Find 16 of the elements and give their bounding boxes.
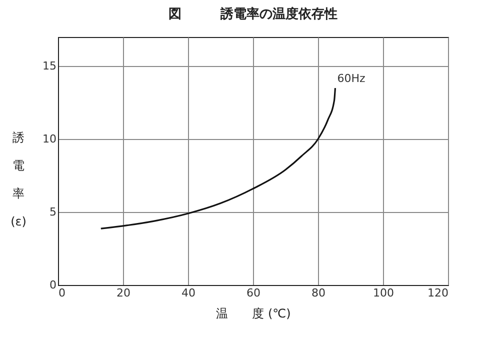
x-tick-label: 0: [58, 286, 66, 300]
y-axis-title: 誘電率(ε): [10, 130, 26, 228]
x-tick-label: 20: [116, 286, 130, 300]
y-tick-label: 0: [50, 278, 56, 292]
y-tick-label: 15: [42, 60, 56, 73]
x-tick-label: 60: [246, 286, 260, 300]
y-tick-label: 10: [42, 132, 56, 146]
x-tick-label: 40: [182, 286, 196, 300]
y-tick-label: 5: [50, 206, 56, 219]
x-axis-title: 温 度 (℃): [216, 306, 291, 320]
chart-title: 図 誘電率の温度依存性: [168, 6, 338, 22]
x-tick-label: 100: [373, 286, 394, 300]
x-tick-label: 80: [312, 286, 326, 300]
x-tick-label: 120: [428, 286, 448, 300]
line-series: [100, 87, 336, 230]
annotation: 60Hz: [337, 72, 366, 86]
